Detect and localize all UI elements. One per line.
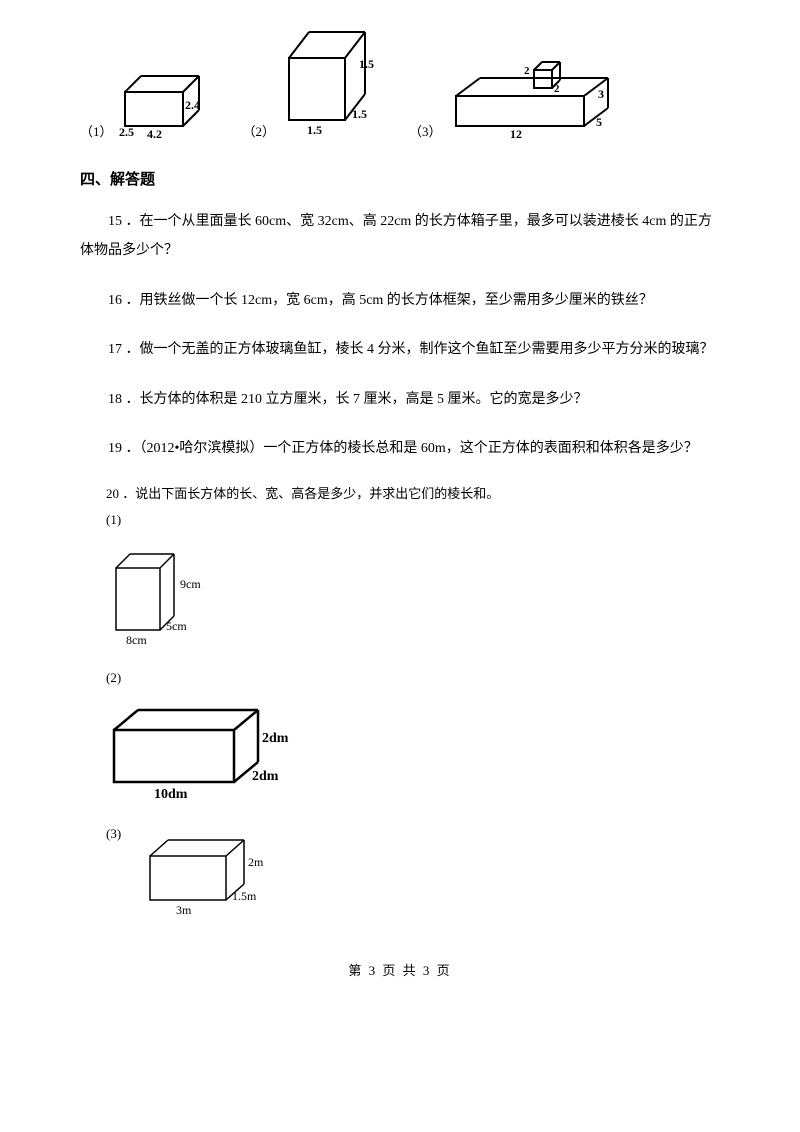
- sub-figure-3: 3m 1.5m 2m: [140, 830, 720, 920]
- subfig2-dim-a: 10dm: [154, 787, 188, 802]
- fig2-dim-c: 1.5: [359, 57, 374, 71]
- cuboid-figure-1: 2.5 4.2 2.4: [117, 64, 213, 140]
- question-17: 17 ．做一个无盖的正方体玻璃鱼缸，棱长 4 分米，制作这个鱼缸至少需要用多少平…: [80, 335, 720, 364]
- top-figure-row: （1） 2.5 4.2 2.4 （2）: [80, 20, 720, 140]
- section-4-heading: 四、解答题: [80, 168, 720, 189]
- figure-1-wrap: （1） 2.5 4.2 2.4: [80, 64, 213, 140]
- fig2-dim-b: 1.5: [352, 107, 367, 121]
- subfig1-dim-b: 5cm: [166, 619, 187, 633]
- question-18: 18 ．长方体的体积是 210 立方厘米，长 7 厘米，高是 5 厘米。它的宽是…: [80, 385, 720, 414]
- subfig1-dim-c: 9cm: [180, 577, 201, 591]
- question-16: 16 ．用铁丝做一个长 12cm，宽 6cm，高 5cm 的长方体框架，至少需用…: [80, 286, 720, 315]
- sub-1-label: (1): [80, 512, 720, 528]
- fig1-dim-c: 2.4: [185, 98, 200, 112]
- subfig1-dim-a: 8cm: [126, 633, 147, 647]
- figure-2-wrap: （2） 1.5 1.5 1.5: [243, 20, 380, 140]
- subfig2-dim-c: 2dm: [262, 731, 289, 746]
- page-footer: 第 3 页 共 3 页: [80, 960, 720, 979]
- subfig2-dim-b: 2dm: [252, 769, 279, 784]
- fig3-dim-c: 3: [598, 87, 604, 101]
- fig1-dim-b: 4.2: [147, 127, 162, 140]
- question-20: 20 ．说出下面长方体的长、宽、高各是多少，并求出它们的棱长和。: [80, 483, 720, 502]
- subfig3-dim-a: 3m: [176, 903, 192, 917]
- fig3-dim-sb: 2: [554, 83, 560, 95]
- sub-figure-1: 8cm 5cm 9cm: [104, 546, 720, 648]
- fig3-dim-sa: 2: [524, 65, 530, 77]
- question-15: 15 ．在一个从里面量长 60cm、宽 32cm、高 22cm 的长方体箱子里，…: [80, 207, 720, 266]
- figure-3-wrap: （3） 12 5: [409, 56, 634, 140]
- fig2-dim-a: 1.5: [307, 123, 322, 137]
- figure-1-label: （1）: [80, 121, 113, 140]
- fig3-dim-b: 5: [596, 115, 602, 129]
- figure-3-label: （3）: [409, 121, 442, 140]
- question-19: 19 ．（2012•哈尔滨模拟）一个正方体的棱长总和是 60m，这个正方体的表面…: [80, 434, 720, 463]
- fig3-dim-a: 12: [510, 127, 522, 140]
- cube-figure-2: 1.5 1.5 1.5: [279, 20, 379, 140]
- figure-2-label: （2）: [243, 121, 276, 140]
- fig1-dim-a: 2.5: [119, 125, 134, 139]
- sub-2-label: (2): [80, 670, 720, 686]
- subfig3-dim-b: 1.5m: [232, 889, 257, 903]
- composite-figure-3: 12 5 3 2 2: [446, 56, 634, 140]
- sub-figure-2: 10dm 2dm 2dm: [104, 704, 720, 804]
- subfig3-dim-c: 2m: [248, 855, 264, 869]
